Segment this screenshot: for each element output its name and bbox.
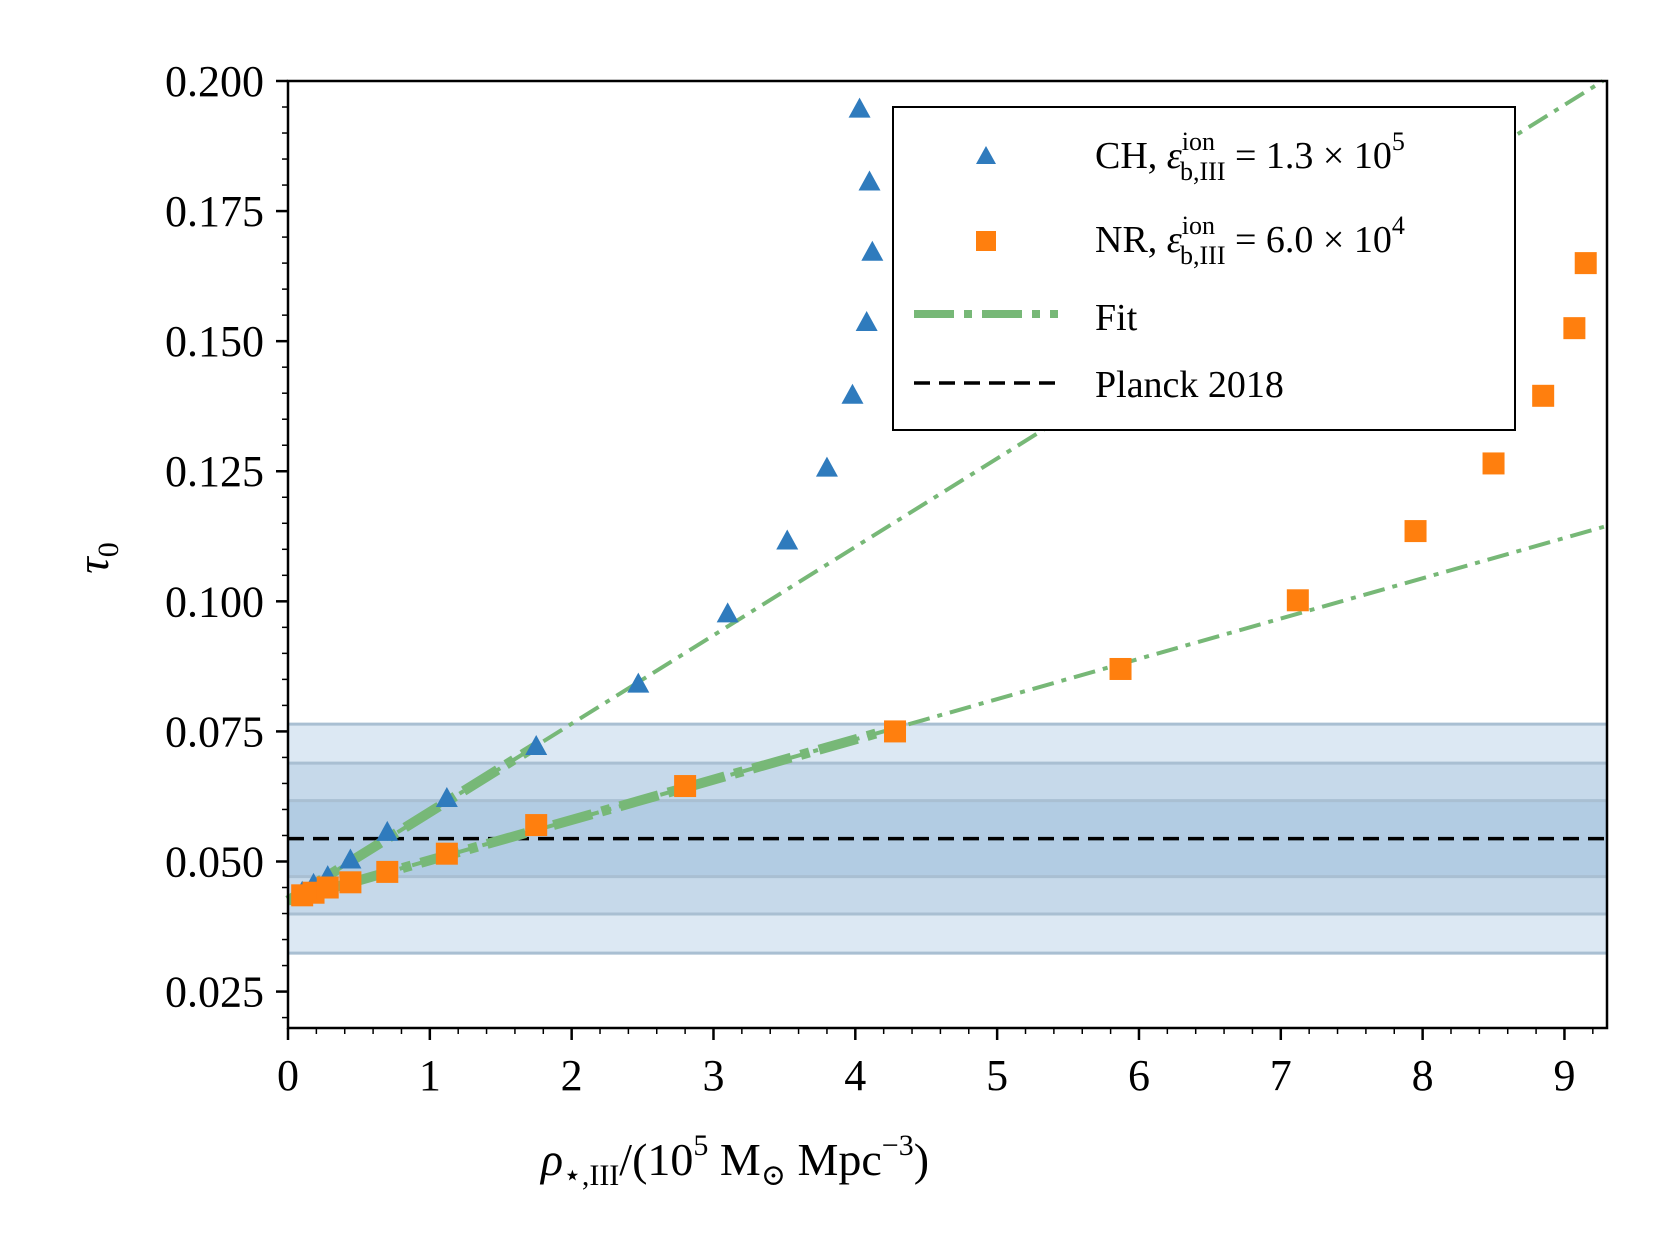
marker-ch-7 [627, 672, 650, 693]
marker-nr-3 [339, 871, 362, 894]
x-tick-label-3: 3 [702, 1051, 724, 1100]
legend-label-planck: Planck 2018 [1095, 364, 1284, 406]
marker-nr-2 [316, 876, 339, 899]
legend-box [892, 106, 1516, 431]
marker-nr-14 [1563, 317, 1586, 340]
marker-nr-6 [525, 814, 548, 837]
x-tick-label-5: 5 [986, 1051, 1008, 1100]
y-axis-label: τ0 [67, 542, 125, 573]
marker-ch-3 [339, 848, 362, 869]
y-tick-label-3: 0.100 [165, 577, 264, 626]
marker-nr-5 [435, 842, 458, 865]
marker-nr-9 [1109, 657, 1132, 680]
marker-ch-13 [861, 240, 884, 261]
data-markers [291, 97, 1597, 907]
x-tick-label-4: 4 [844, 1051, 866, 1100]
y-axis-ticks: 0.025 0.050 0.075 0.100 0.125 0.150 0.175 0.200 [165, 57, 288, 1019]
plot-frame [286, 79, 1609, 1030]
y-tick-label-2: 0.075 [165, 707, 264, 756]
x-axis-label: ρ⋆,III/(105 M⊙ Mpc−3) [539, 1129, 929, 1192]
x-tick-label-7: 7 [1270, 1051, 1292, 1100]
y-tick-label-1: 0.050 [165, 837, 264, 886]
marker-ch-12 [855, 310, 878, 331]
marker-ch-4 [376, 820, 399, 841]
x-tick-label-1: 1 [419, 1051, 441, 1100]
band-edge-lines [288, 722, 1607, 955]
marker-ch-9 [776, 529, 799, 550]
y-tick-label-6: 0.175 [165, 187, 264, 236]
marker-nr-8 [884, 720, 907, 743]
x-tick-label-0: 0 [277, 1051, 299, 1100]
marker-nr-10 [1286, 589, 1309, 612]
legend-marker-ch [976, 146, 996, 164]
legend: CH, εion b,III = 1.3 × 105 NR, εion b,III … [892, 106, 1516, 431]
x-tick-label-8: 8 [1412, 1051, 1434, 1100]
marker-ch-15 [848, 97, 871, 118]
marker-ch-6 [525, 735, 548, 756]
marker-nr-11 [1404, 520, 1427, 543]
x-tick-label-2: 2 [561, 1051, 583, 1100]
legend-label-fit: Fit [1095, 297, 1138, 339]
legend-marker-nr [976, 231, 996, 251]
marker-ch-14 [858, 170, 881, 191]
x-tick-label-9: 9 [1553, 1051, 1575, 1100]
marker-ch-8 [716, 602, 739, 623]
fit-line-thick-0 [285, 741, 539, 905]
y-tick-label-7: 0.200 [165, 57, 264, 106]
x-axis-ticks: 0 1 2 3 4 5 6 7 8 9 [277, 1028, 1594, 1100]
marker-nr-4 [376, 860, 399, 883]
marker-ch-5 [435, 787, 458, 808]
marker-nr-15 [1574, 252, 1597, 275]
x-tick-label-6: 6 [1128, 1051, 1150, 1100]
marker-ch-11 [841, 383, 864, 404]
marker-ch-10 [815, 456, 838, 477]
y-tick-label-5: 0.150 [165, 317, 264, 366]
marker-nr-7 [674, 775, 697, 798]
legend-label-ch: CH, εion b,III = 1.3 × 105 [1095, 127, 1405, 186]
marker-nr-12 [1482, 452, 1505, 475]
y-tick-label-4: 0.125 [165, 447, 264, 496]
marker-nr-13 [1532, 384, 1555, 407]
legend-label-nr: NR, εion b,III = 6.0 × 104 [1095, 211, 1405, 270]
y-tick-label-0: 0.025 [165, 968, 264, 1017]
